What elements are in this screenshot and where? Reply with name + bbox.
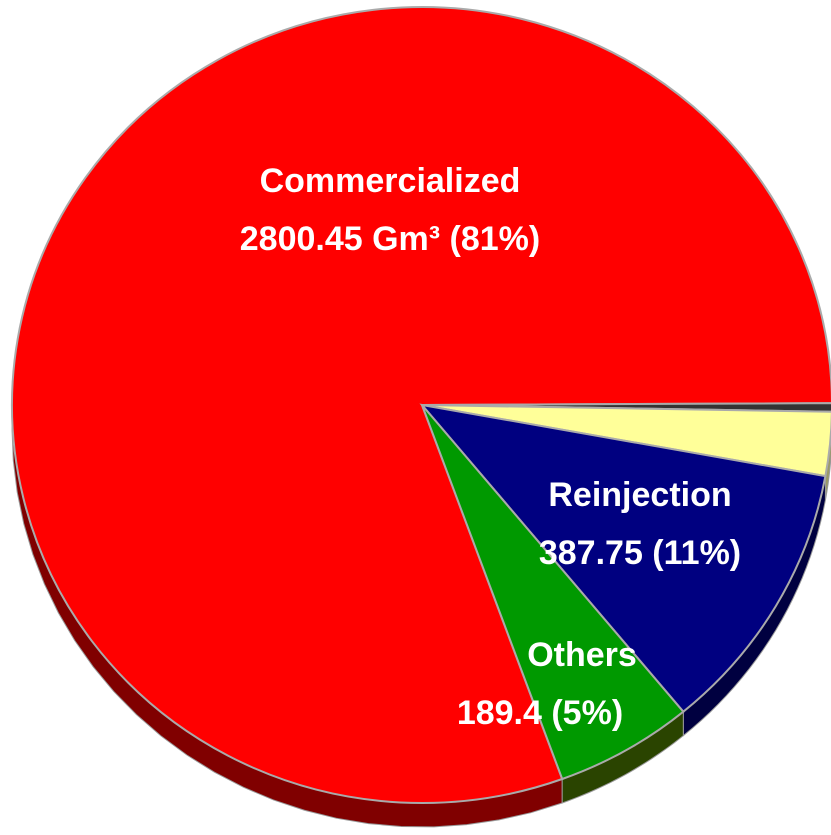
value-label: 189.4 (5%) bbox=[457, 694, 623, 732]
slice-label: Others bbox=[527, 636, 637, 674]
slice-label: Commercialized bbox=[260, 162, 521, 200]
slice bbox=[421, 404, 685, 781]
slice-label: Reinjection bbox=[548, 476, 731, 514]
slice bbox=[419, 403, 827, 714]
value-label: 2800.45 Gm³ (81%) bbox=[240, 220, 541, 258]
value-label: 387.75 (11%) bbox=[539, 534, 741, 572]
